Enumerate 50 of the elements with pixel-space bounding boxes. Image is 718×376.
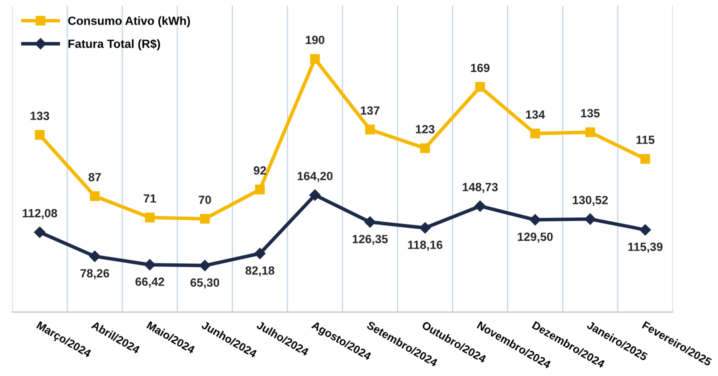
point [419,222,431,234]
point [640,224,651,236]
data-label: 169 [471,64,490,72]
data-label: 126,35 [352,234,388,245]
point [90,191,100,202]
point [144,212,155,222]
data-label: 129,50 [518,232,553,243]
point [530,214,541,226]
point [89,250,100,262]
legend-label: Consumo Ativo (kWh) [68,16,190,28]
data-label: 115,39 [628,242,663,253]
point [474,200,486,212]
data-label: 190 [306,36,324,44]
point [199,260,210,272]
point [640,154,650,164]
data-label: 133 [30,112,50,120]
legend-label: Fatura Total (R$) [68,39,160,50]
point [200,214,210,224]
data-label: 135 [581,109,600,118]
data-label: 115 [636,136,654,144]
data-label: 148,73 [462,182,498,193]
point [310,54,320,64]
data-label: 71 [144,194,156,203]
data-label: 92 [254,166,266,175]
data-label: 137 [360,106,380,115]
point [34,226,46,238]
data-label: 66,42 [135,278,164,288]
data-label: 164,20 [298,172,333,182]
point [34,130,45,140]
point [255,184,265,194]
point [309,189,321,201]
data-label: 123 [416,125,434,134]
point [144,259,156,270]
data-label: 134 [526,110,545,119]
data-label: 112,08 [22,209,58,220]
data-label: 82,18 [246,266,274,276]
point [364,216,376,228]
point [475,82,485,92]
point [584,213,596,225]
point [420,143,430,154]
data-label: 130,52 [572,196,608,206]
data-label: 87 [88,172,101,182]
data-label: 118,16 [408,240,442,251]
point [530,128,540,138]
data-label: 78,26 [80,269,110,280]
point [365,124,375,134]
data-label: 65,30 [190,278,220,288]
data-label: 70 [198,196,211,204]
point [254,248,266,260]
point [585,127,596,138]
